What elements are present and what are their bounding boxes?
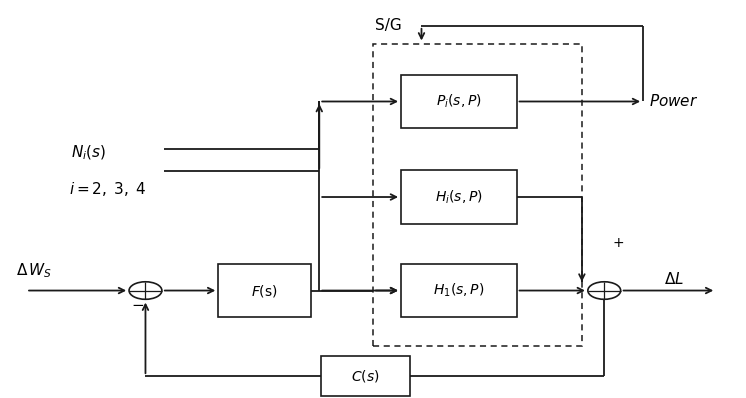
Text: $+$: $+$	[612, 236, 624, 250]
Text: $F(\mathrm{s})$: $F(\mathrm{s})$	[251, 283, 278, 298]
Text: $i=2,\;3,\;4$: $i=2,\;3,\;4$	[69, 180, 146, 198]
Text: $C(s)$: $C(s)$	[351, 368, 380, 384]
Text: $\mathit{Power}$: $\mathit{Power}$	[649, 94, 698, 109]
Bar	[401, 264, 516, 318]
Text: $H_1(s,P)$: $H_1(s,P)$	[433, 282, 484, 299]
Text: $\Delta\,W_S$: $\Delta\,W_S$	[16, 261, 53, 280]
Circle shape	[588, 282, 621, 299]
Text: $H_i(s,P)$: $H_i(s,P)$	[435, 188, 483, 206]
Circle shape	[129, 282, 162, 299]
Text: $\Delta L$: $\Delta L$	[664, 271, 684, 287]
Bar	[401, 170, 516, 224]
Text: $-$: $-$	[131, 296, 144, 311]
Bar	[218, 264, 312, 318]
Text: $P_i(s,P)$: $P_i(s,P)$	[436, 93, 482, 110]
Bar	[373, 44, 582, 346]
Bar	[401, 75, 516, 128]
Text: S/G: S/G	[375, 18, 402, 33]
Text: $N_i(s)$: $N_i(s)$	[71, 144, 106, 162]
Bar	[321, 356, 410, 396]
